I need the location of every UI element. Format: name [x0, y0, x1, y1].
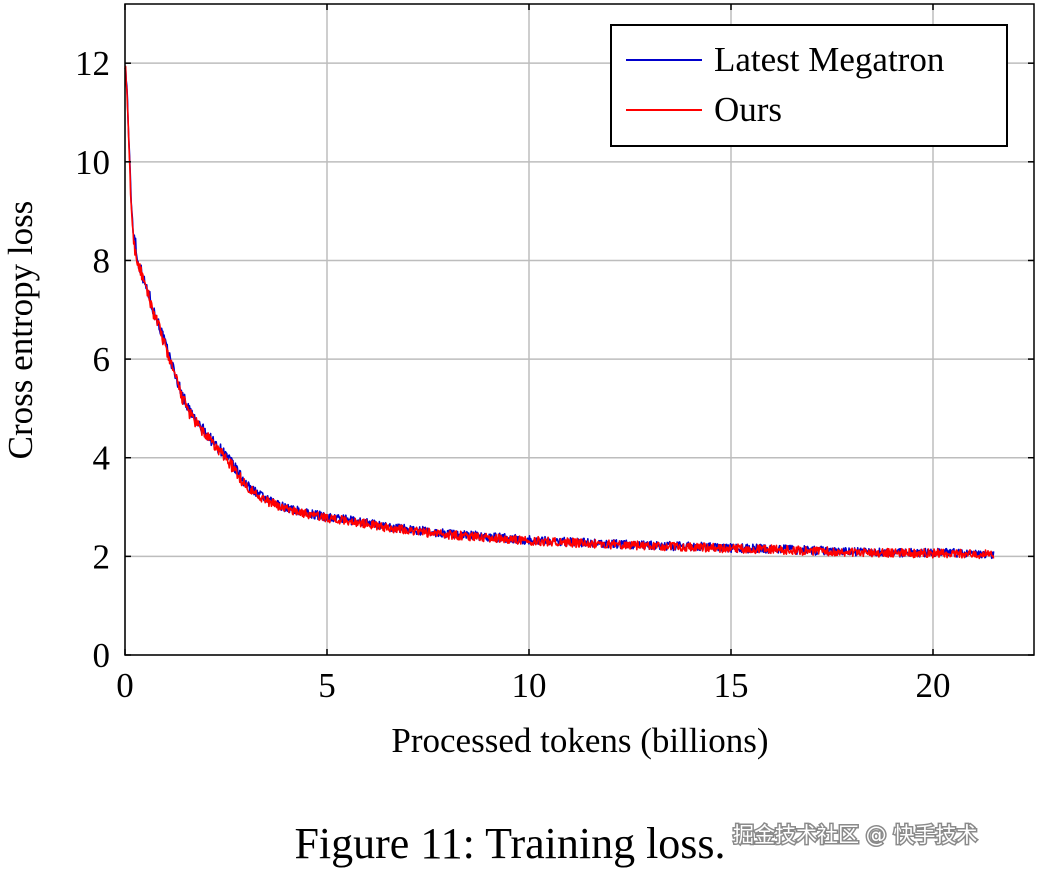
- plot-frame: [124, 3, 1035, 656]
- x-tick-label: 10: [512, 666, 547, 705]
- x-tick-label: 20: [916, 666, 951, 705]
- watermark-text: 掘金技术社区 @ 快手技术: [733, 823, 977, 847]
- y-tick-label: 8: [93, 241, 111, 280]
- legend: Latest Megatron Ours: [610, 24, 1008, 147]
- y-tick-label: 12: [75, 44, 110, 83]
- figure-caption: Figure 11: Training loss.: [294, 819, 725, 868]
- legend-label-latest-megatron: Latest Megatron: [714, 40, 944, 79]
- y-tick-label: 2: [93, 537, 111, 576]
- legend-box: [610, 24, 1008, 147]
- series-line-ours: [124, 65, 995, 560]
- y-tick-label: 10: [75, 143, 110, 182]
- x-tick-label: 0: [116, 666, 134, 705]
- x-tick-label: 5: [318, 666, 336, 705]
- x-tick-label: 15: [714, 666, 749, 705]
- y-tick-label: 0: [93, 636, 111, 675]
- series-lines: [124, 65, 995, 560]
- legend-label-ours: Ours: [714, 90, 782, 129]
- x-axis-title: Processed tokens (billions): [391, 721, 768, 760]
- axis-ticks: 0 5 10 15 20 0 2 4 6 8 10 12: [75, 4, 1034, 705]
- y-tick-label: 6: [93, 340, 111, 379]
- y-tick-label: 4: [93, 439, 111, 478]
- y-axis-title: Cross entropy loss: [1, 201, 40, 460]
